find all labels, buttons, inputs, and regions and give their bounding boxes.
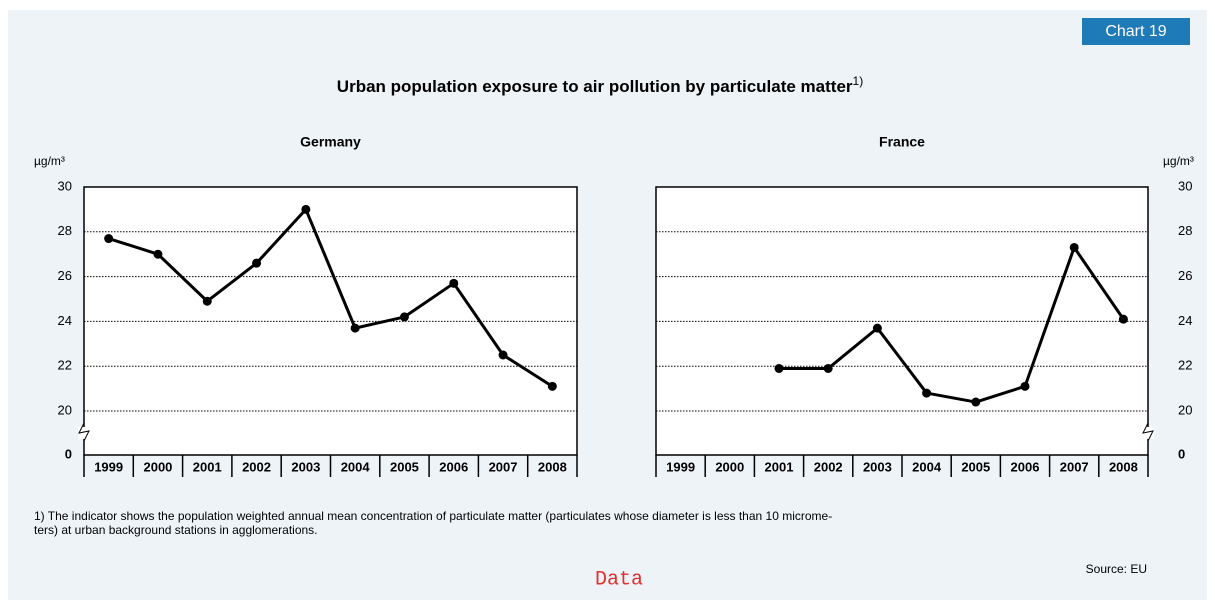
data-point	[1069, 242, 1079, 252]
x-tick-label: 1999	[666, 459, 695, 474]
data-point	[252, 258, 262, 268]
series-line	[779, 245, 1125, 404]
series-line	[108, 207, 554, 388]
footnote-line: ters) at urban background stations in ag…	[34, 523, 318, 537]
x-tick-label: 2004	[341, 459, 371, 474]
data-link[interactable]: Data	[595, 568, 643, 591]
data-point	[350, 323, 360, 333]
x-tick-label: 2006	[1011, 459, 1040, 474]
x-tick-label: 1999	[94, 459, 123, 474]
data-point	[872, 323, 882, 333]
x-tick-label: 2005	[390, 459, 419, 474]
x-tick-label: 2007	[1060, 459, 1089, 474]
data-point	[971, 397, 981, 407]
title-text: Urban population exposure to air polluti…	[337, 77, 853, 96]
footnote-line: 1) The indicator shows the population we…	[34, 509, 832, 523]
x-tick-label: 2001	[765, 459, 794, 474]
x-tick-label: 2004	[912, 459, 942, 474]
y-tick-label: 30	[1178, 178, 1192, 193]
x-tick-label: 2000	[715, 459, 744, 474]
x-tick-label: 2003	[291, 459, 320, 474]
source: Source: EU	[1086, 562, 1147, 576]
x-tick-label: 2002	[814, 459, 843, 474]
axis-break	[1142, 422, 1154, 442]
x-tick-label: 2008	[538, 459, 567, 474]
x-tick-label: 2005	[961, 459, 990, 474]
badge-bg	[1082, 18, 1190, 45]
y-tick-label: 20	[58, 402, 72, 417]
x-tick-label: 2002	[242, 459, 271, 474]
x-tick-label: 2000	[143, 459, 172, 474]
y-tick-label: 26	[58, 268, 72, 283]
data-point	[498, 350, 508, 360]
y-tick-label: 0	[65, 446, 72, 461]
data-point	[1118, 314, 1128, 324]
x-tick-label: 2008	[1109, 459, 1138, 474]
chart-title: Germany	[300, 134, 361, 150]
title-note: 1)	[853, 74, 864, 88]
data-point	[202, 296, 212, 306]
data-point	[399, 312, 409, 322]
y-tick-label: 22	[58, 358, 72, 373]
y-axis-label: µg/m³	[1163, 154, 1194, 168]
y-tick-label: 28	[58, 223, 72, 238]
y-tick-label: 0	[1178, 446, 1185, 461]
y-tick-label: 22	[1178, 358, 1192, 373]
x-tick-label: 2003	[863, 459, 892, 474]
y-tick-label: 28	[1178, 223, 1192, 238]
x-tick-label: 2007	[489, 459, 518, 474]
data-point	[1020, 381, 1030, 391]
data-point	[823, 363, 833, 373]
y-tick-label: 20	[1178, 402, 1192, 417]
y-axis-label: µg/m³	[34, 154, 65, 168]
chart-title: France	[879, 134, 925, 150]
x-tick-label: 2006	[439, 459, 468, 474]
axis-break	[78, 422, 90, 442]
main-title: Urban population exposure to air polluti…	[337, 74, 863, 96]
y-tick-label: 26	[1178, 268, 1192, 283]
data-point	[547, 381, 557, 391]
data-point	[449, 278, 459, 288]
y-tick-label: 30	[58, 178, 72, 193]
data-point	[922, 388, 932, 398]
x-tick-label: 2001	[193, 459, 222, 474]
data-point	[104, 234, 114, 244]
y-tick-label: 24	[1178, 313, 1192, 328]
data-point	[774, 363, 784, 373]
data-point	[301, 204, 311, 214]
data-point	[153, 249, 163, 259]
y-tick-label: 24	[58, 313, 72, 328]
badge: Chart 19	[1105, 23, 1166, 40]
